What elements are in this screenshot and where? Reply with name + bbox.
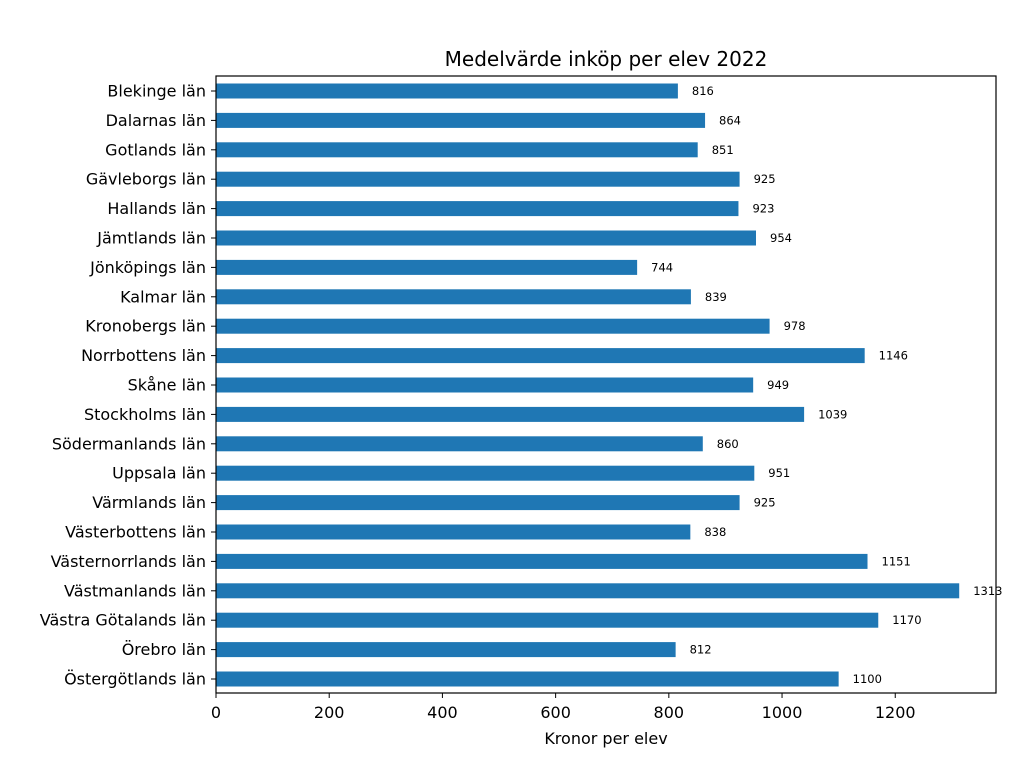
chart-title: Medelvärde inköp per elev 2022 — [445, 47, 768, 71]
axes-frame — [215, 75, 997, 694]
bar — [216, 83, 678, 99]
data-label: 860 — [717, 437, 739, 451]
y-tick-label: Västernorrlands län — [51, 552, 206, 571]
data-label: 954 — [770, 231, 792, 245]
bar — [216, 583, 960, 599]
y-tick-label: Västerbottens län — [65, 523, 206, 542]
bar — [216, 406, 805, 422]
data-label: 925 — [754, 496, 776, 510]
data-label: 744 — [651, 260, 673, 274]
y-tick-labels: Blekinge län Dalarnas län Gotlands län Gävl… — [40, 82, 216, 689]
data-label: 1146 — [879, 349, 908, 363]
data-label: 951 — [768, 466, 790, 480]
data-label: 949 — [767, 378, 789, 392]
y-tick-label: Kalmar län — [120, 287, 206, 306]
data-label: 978 — [784, 319, 806, 333]
data-label: 1313 — [973, 584, 1002, 598]
y-tick-label: Blekinge län — [107, 82, 206, 101]
y-tick-label: Dalarnas län — [106, 111, 206, 130]
bar — [216, 142, 698, 158]
bar — [216, 671, 839, 687]
y-tick-label: Skåne län — [128, 376, 206, 395]
data-label: 925 — [754, 172, 776, 186]
bar — [216, 348, 865, 364]
y-tick-label: Örebro län — [122, 640, 206, 659]
data-label: 1039 — [818, 407, 847, 421]
bar — [216, 642, 676, 658]
y-tick-label: Uppsala län — [112, 464, 206, 483]
y-tick-label: Jämtlands län — [96, 229, 206, 248]
x-tick-label: 600 — [540, 703, 571, 722]
data-label: 851 — [712, 143, 734, 157]
x-tick-label: 800 — [654, 703, 685, 722]
bar — [216, 524, 691, 540]
y-tick-label: Kronobergs län — [85, 317, 206, 336]
bar — [216, 112, 706, 128]
x-tick-label: 1200 — [875, 703, 916, 722]
y-tick-label: Gävleborgs län — [86, 170, 206, 189]
bar — [216, 171, 740, 187]
bar — [216, 436, 703, 452]
data-label: 816 — [692, 84, 714, 98]
y-tick-label: Södermanlands län — [52, 434, 206, 453]
bar — [216, 259, 638, 275]
data-label: 923 — [752, 202, 774, 216]
bar — [216, 465, 755, 481]
data-label: 864 — [719, 113, 741, 127]
bar — [216, 230, 756, 246]
x-axis-label: Kronor per elev — [544, 729, 667, 748]
data-label: 812 — [690, 643, 712, 657]
x-ticks: 0 200 400 600 800 1000 1200 — [211, 693, 916, 722]
data-label: 1151 — [882, 554, 911, 568]
x-tick-label: 200 — [314, 703, 345, 722]
data-labels: 816 864 851 925 923 954 744 839 978 1146 949 1039 86… — [651, 84, 1002, 686]
bar — [216, 201, 739, 217]
y-tick-label: Västmanlands län — [64, 581, 206, 600]
y-tick-label: Västra Götalands län — [40, 611, 206, 630]
bar — [216, 495, 740, 511]
bar — [216, 289, 691, 305]
data-label: 839 — [705, 290, 727, 304]
bar — [216, 612, 879, 628]
y-tick-label: Värmlands län — [92, 493, 206, 512]
y-tick-label: Gotlands län — [105, 140, 206, 159]
data-label: 838 — [704, 525, 726, 539]
data-label: 1100 — [853, 672, 882, 686]
bar — [216, 377, 754, 393]
y-tick-label: Jönköpings län — [89, 258, 206, 277]
bar — [216, 553, 868, 569]
y-tick-label: Stockholms län — [84, 405, 206, 424]
y-tick-label: Hallands län — [107, 199, 206, 218]
x-tick-label: 0 — [211, 703, 221, 722]
bar — [216, 318, 770, 334]
x-tick-label: 400 — [427, 703, 458, 722]
bars-group — [216, 83, 960, 687]
x-tick-label: 1000 — [762, 703, 803, 722]
y-tick-label: Norrbottens län — [81, 346, 206, 365]
data-label: 1170 — [892, 613, 921, 627]
y-tick-label: Östergötlands län — [64, 670, 206, 689]
